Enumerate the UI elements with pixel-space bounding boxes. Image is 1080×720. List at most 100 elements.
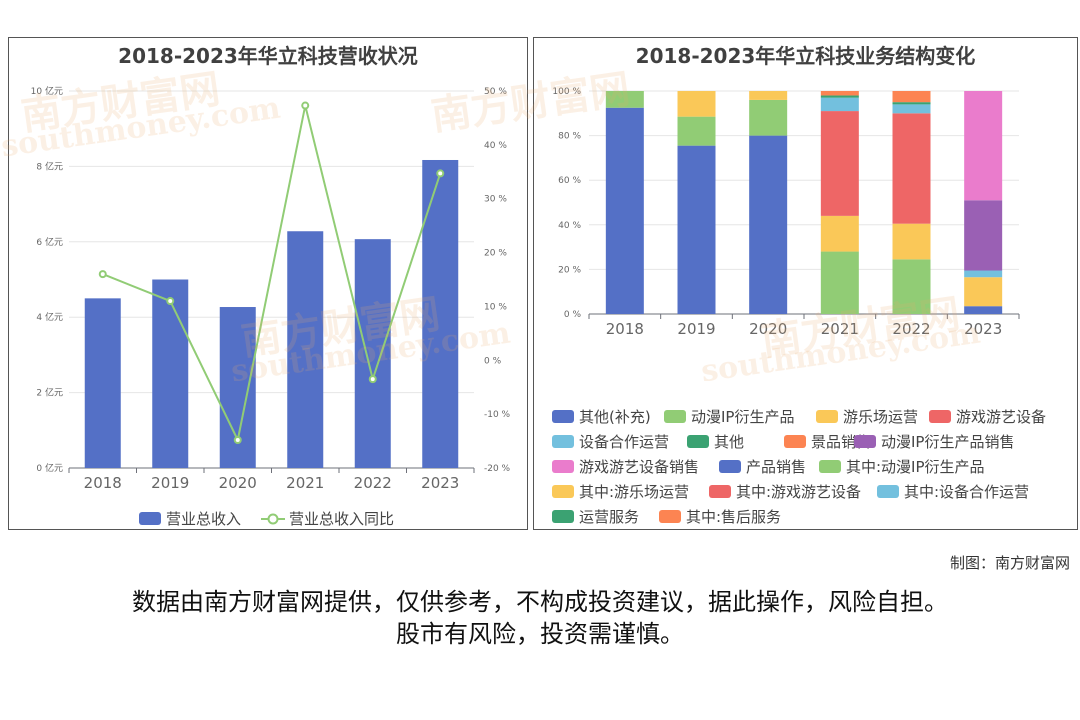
y2-tick-label: 20 % [484,249,507,259]
legend-label: 设备合作运营 [579,433,670,451]
yoy-point [368,375,377,384]
stacked-segment [749,91,788,100]
y2-tick-label: 50 % [484,87,507,97]
stacked-segment [964,200,1003,271]
legend-label: 游戏游艺设备 [956,408,1047,426]
legend-swatch [719,460,741,473]
y-tick-label: 40 % [558,221,581,231]
disclaimer-line-2: 股市有风险，投资需谨慎。 [396,620,684,648]
y-tick-label: 20 % [558,265,581,275]
yoy-point [436,169,445,178]
legend-label: 产品销售 [746,458,807,476]
y-tick-label: 6 亿元 [36,236,63,248]
y2-tick-label: 40 % [484,141,507,151]
structure-chart-title: 2018-2023年华立科技业务结构变化 [635,44,976,68]
y2-tick-label: -10 % [484,410,511,420]
revenue-bar [354,239,391,468]
legend-item: 其中:设备合作运营 [877,481,1029,502]
stacked-segment [820,91,859,96]
revenue-bar [287,231,324,468]
stacked-segment [892,104,931,114]
legend-label: 游乐场运营 [843,408,919,426]
legend-swatch [854,435,876,448]
stacked-segment [892,223,931,260]
stacked-segment [605,107,644,314]
legend-label: 其中:游乐场运营 [579,483,690,501]
legend-swatch [552,435,574,448]
legend-label: 其他 [714,433,745,451]
disclaimer-line-1: 数据由南方财富网提供，仅供参考，不构成投资建议，据此操作，风险自担。 [132,588,948,616]
legend-item: 其中:游乐场运营 [552,481,689,502]
stacked-segment [892,113,931,224]
stacked-segment [964,277,1003,307]
x-tick-label: 2023 [964,320,1002,338]
y-tick-label: 80 % [558,132,581,142]
stacked-segment [892,102,931,105]
legend-item: 游戏游艺设备销售 [552,456,699,477]
legend-item: 其中:游戏游艺设备 [709,481,861,502]
legend-item: 游乐场运营 [816,406,918,427]
y2-tick-label: 10 % [484,302,507,312]
revenue-chart-panel: 2018-2023年华立科技营收状况 0 亿元 2 亿元 4 亿元 6 亿元 8 亿元 1… [8,37,528,530]
x-tick-label: 2019 [677,320,715,338]
legend-label: 其中:售后服务 [686,508,782,526]
legend-item: 动漫IP衍生产品销售 [854,431,1014,452]
legend-item: 其中:动漫IP衍生产品 [819,456,985,477]
legend-swatch [709,485,731,498]
legend-swatch [552,460,574,473]
y-tick-label: 60 % [558,176,581,186]
legend-swatch [659,510,681,523]
x-tick-label: 2021 [821,320,859,338]
stacked-segment [677,116,716,146]
legend-item: 运营服务 [552,506,639,527]
stacked-segment [892,91,931,103]
legend-swatch [929,410,951,423]
stacked-segment [964,306,1003,314]
revenue-chart-title: 2018-2023年华立科技营收状况 [118,44,418,68]
stacked-segment [749,135,788,314]
legend-label: 其中:游戏游艺设备 [736,483,862,501]
legend-item-revenue: 营业总收入 [139,508,241,529]
stacked-segment [820,95,859,98]
stacked-segment [964,91,1003,201]
yoy-point [233,435,242,444]
legend-swatch [877,485,899,498]
x-tick-label: 2023 [421,474,459,492]
stacked-segment [605,91,644,108]
legend-swatch [816,410,838,423]
stacked-segment [820,97,859,112]
structure-chart-panel: 2018-2023年华立科技业务结构变化 0 % 20 % 40 % 60 % 80 %… [533,37,1078,530]
revenue-bar [422,159,459,468]
y-tick-label: 8 亿元 [36,160,63,172]
yoy-point [98,270,107,279]
x-tick-label: 2019 [151,474,189,492]
y-tick-label: 2 亿元 [36,387,63,399]
legend-swatch [784,435,806,448]
stacked-segment [892,259,931,314]
legend-label: 其中:设备合作运营 [904,483,1030,501]
revenue-bar [152,279,189,468]
yoy-point [301,101,310,110]
x-tick-label: 2022 [354,474,392,492]
y2-tick-label: 30 % [484,195,507,205]
y-tick-label: 4 亿元 [36,311,63,323]
legend-item: 产品销售 [719,456,806,477]
stacked-segment [820,111,859,216]
x-tick-label: 2018 [84,474,122,492]
legend-item: 其他 [687,431,744,452]
legend-label-revenue: 营业总收入 [166,510,242,528]
legend-swatch [552,410,574,423]
legend-label: 运营服务 [579,508,640,526]
legend-item: 动漫IP衍生产品 [664,406,794,427]
revenue-chart-svg: 0 亿元 2 亿元 4 亿元 6 亿元 8 亿元 10 亿元 -20 % -10 % 0 % 10… [31,85,511,492]
y-tick-label: 10 亿元 [31,85,63,97]
legend-item: 其中:售后服务 [659,506,781,527]
legend-item: 其他(补充) [552,406,651,427]
y2-tick-label: -20 % [484,464,511,474]
legend-label: 其他(补充) [579,408,651,426]
y-tick-label: 0 % [564,310,582,320]
legend-swatch-bar [139,512,161,525]
legend-item-yoy: 营业总收入同比 [261,508,394,529]
legend-swatch [687,435,709,448]
stacked-segment [820,251,859,314]
